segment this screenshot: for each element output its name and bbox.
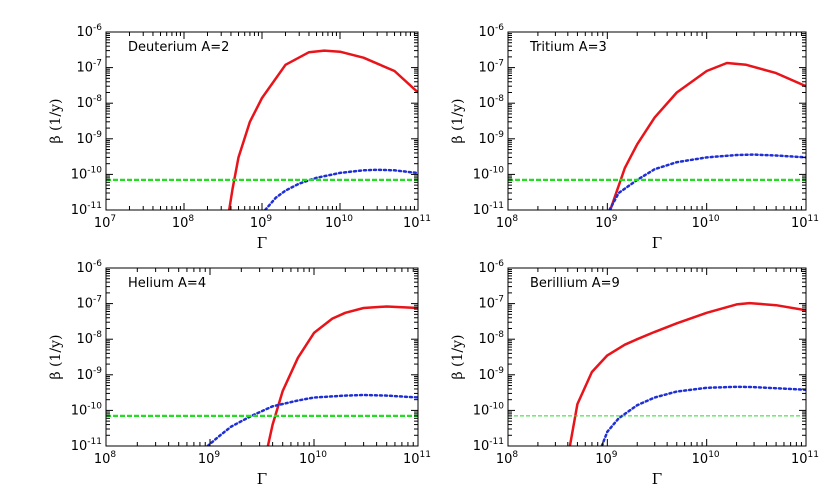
y-tick-label: 10-8 <box>478 94 504 111</box>
x-axis-label: Γ <box>257 470 267 488</box>
x-tick-label: 1010 <box>692 214 720 231</box>
y-tick-label: 10-9 <box>76 366 102 383</box>
x-tick-label: 1010 <box>325 214 353 231</box>
y-tick-label: 10-6 <box>478 259 504 276</box>
series-dotted-line <box>600 385 806 446</box>
y-tick-label: 10-7 <box>478 295 504 312</box>
plot-area <box>508 61 806 210</box>
x-tick-label: 108 <box>496 214 519 231</box>
x-ticks <box>105 32 415 210</box>
y-axis-label: β (1/y) <box>48 98 64 143</box>
x-tick-label: 1011 <box>403 450 431 467</box>
y-tick-label: 10-10 <box>473 165 505 182</box>
x-tick-label: 108 <box>496 450 519 467</box>
x-tick-label: 1011 <box>791 450 819 467</box>
plot-frame <box>507 31 807 211</box>
plot-area <box>508 301 806 446</box>
panel-4: 108 109 1010 1011 10-6 10-7 10-8 10-9 10-10 10-11… <box>450 259 819 488</box>
x-tick-label: 109 <box>595 214 618 231</box>
panel-1: 107 108 109 1010 1011 10-6 10-7 10-8 10-9 10-10 10… <box>48 23 431 252</box>
plot-area <box>106 305 418 446</box>
y-axis-label: β (1/y) <box>450 334 466 379</box>
x-ticks <box>507 32 802 210</box>
x-tick-label: 108 <box>94 450 117 467</box>
y-axis-label: β (1/y) <box>48 334 64 379</box>
plot-area <box>106 49 418 210</box>
x-tick-label: 109 <box>198 450 221 467</box>
y-tick-label: 10-10 <box>473 401 505 418</box>
x-axis-label: Γ <box>257 234 267 252</box>
panel-3: 108 109 1010 1011 10-6 10-7 10-8 10-9 10-10 10-11… <box>48 259 431 488</box>
y-ticks <box>508 269 806 447</box>
x-axis-label: Γ <box>652 234 662 252</box>
y-tick-label: 10-7 <box>76 59 102 76</box>
series-dotted-line <box>608 153 806 210</box>
y-ticks <box>106 33 418 211</box>
x-ticks <box>507 268 802 446</box>
panel-annotation: Berillium A=9 <box>530 276 620 291</box>
y-tick-label: 10-10 <box>71 165 103 182</box>
y-tick-label: 10-9 <box>478 130 504 147</box>
y-tick-label: 10-10 <box>71 401 103 418</box>
y-tick-label: 10-9 <box>76 130 102 147</box>
series-dotted-line <box>206 393 418 446</box>
y-ticks <box>508 33 806 211</box>
y-tick-label: 10-11 <box>71 201 102 218</box>
series-solid-line <box>568 301 806 446</box>
x-ticks <box>105 268 414 446</box>
x-tick-label: 108 <box>172 214 195 231</box>
y-ticks <box>106 269 418 447</box>
y-tick-label: 10-6 <box>76 23 102 40</box>
panel-annotation: Tritium A=3 <box>529 40 607 55</box>
y-tick-label: 10-11 <box>473 201 504 218</box>
y-tick-label: 10-8 <box>76 330 102 347</box>
y-tick-label: 10-8 <box>478 330 504 347</box>
x-tick-label: 109 <box>250 214 273 231</box>
series-solid-line <box>609 61 806 210</box>
x-tick-label: 109 <box>595 450 618 467</box>
x-tick-label: 1011 <box>791 214 819 231</box>
x-tick-label: 1011 <box>403 214 431 231</box>
series-dotted-line <box>263 168 418 210</box>
panel-2: 108 109 1010 1011 10-6 10-7 10-8 10-9 10-10 10-11… <box>450 23 819 252</box>
y-tick-label: 10-6 <box>76 259 102 276</box>
y-tick-label: 10-6 <box>478 23 504 40</box>
plot-frame <box>105 267 419 447</box>
y-tick-label: 10-11 <box>71 437 102 454</box>
y-tick-label: 10-7 <box>478 59 504 76</box>
x-axis-label: Γ <box>652 470 662 488</box>
panel-annotation: Deuterium A=2 <box>128 40 229 55</box>
series-solid-line <box>266 305 418 446</box>
x-tick-label: 1010 <box>299 450 327 467</box>
x-tick-label: 1010 <box>692 450 720 467</box>
plot-frame <box>507 267 807 447</box>
panel-annotation: Helium A=4 <box>128 276 206 291</box>
y-tick-label: 10-8 <box>76 94 102 111</box>
y-tick-label: 10-9 <box>478 366 504 383</box>
series-solid-line <box>227 49 418 210</box>
y-tick-label: 10-7 <box>76 295 102 312</box>
x-tick-label: 107 <box>94 214 116 231</box>
y-tick-label: 10-11 <box>473 437 504 454</box>
y-axis-label: β (1/y) <box>450 98 466 143</box>
plot-frame <box>105 31 419 211</box>
